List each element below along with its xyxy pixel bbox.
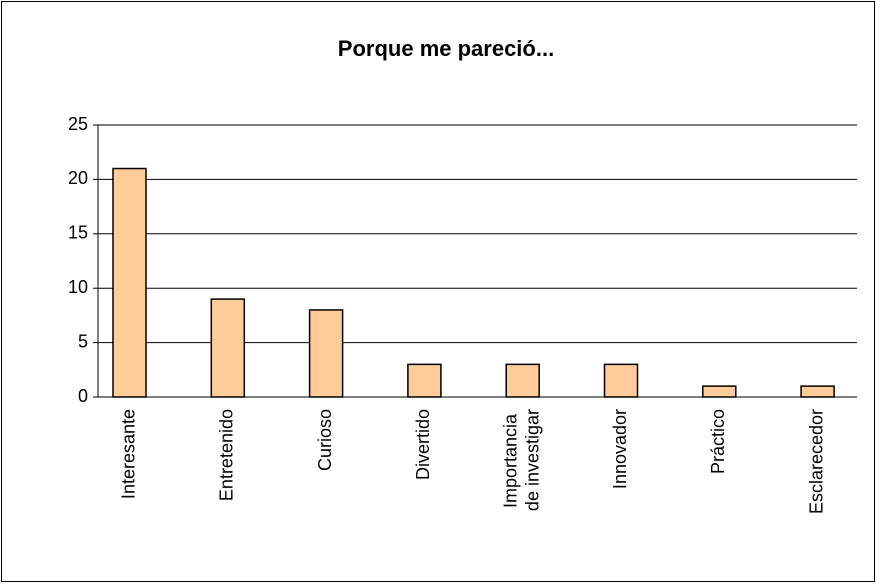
- x-tick-label: Curioso: [315, 409, 335, 471]
- bar: [603, 363, 639, 398]
- chart-title: Porque me pareció...: [338, 36, 554, 61]
- bar: [308, 309, 344, 398]
- x-tick-label-line: de investigar: [522, 409, 542, 511]
- bar: [505, 363, 540, 398]
- x-tick-label: Innovador: [610, 409, 630, 489]
- y-tick-label: 5: [78, 331, 88, 351]
- y-tick-label: 20: [68, 168, 88, 188]
- x-tick-label: Esclarecedor: [806, 409, 826, 514]
- x-tick-label-line: Importancia: [500, 409, 520, 508]
- bar: [210, 298, 246, 398]
- y-tick-label: 15: [68, 223, 88, 243]
- x-tick-label: Divertido: [413, 409, 433, 480]
- y-tick-label: 25: [68, 114, 88, 134]
- bar: [407, 363, 442, 398]
- y-tick-label: 10: [68, 277, 88, 297]
- x-tick-label: Práctico: [708, 409, 728, 474]
- bar: [112, 167, 147, 398]
- y-tick-label: 0: [78, 386, 88, 406]
- x-tick-label: Entretenido: [217, 409, 237, 501]
- bar: [800, 385, 835, 398]
- bar: [702, 385, 737, 398]
- x-tick-label: Importancia de investigar: [500, 409, 542, 511]
- x-tick-label: Interesante: [118, 409, 138, 499]
